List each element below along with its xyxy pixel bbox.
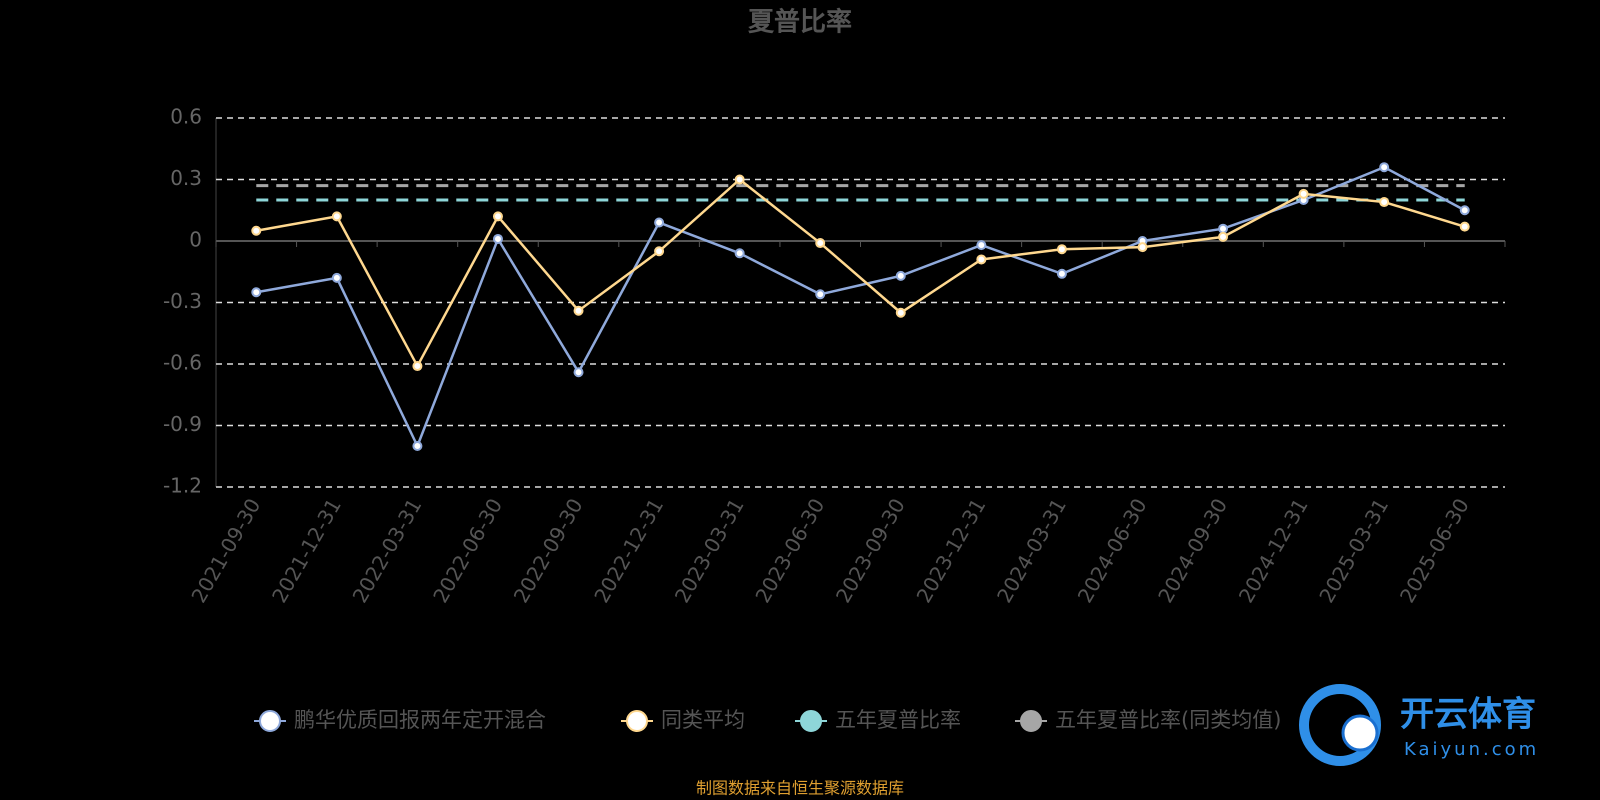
data-point bbox=[573, 367, 584, 378]
data-point bbox=[251, 225, 262, 236]
y-tick-label: 0.3 bbox=[170, 166, 202, 190]
data-point bbox=[734, 174, 745, 185]
data-point bbox=[1137, 242, 1148, 253]
data-point bbox=[492, 211, 503, 222]
watermark-text: 开云体育 bbox=[1400, 695, 1536, 735]
y-tick-label: 0.6 bbox=[170, 105, 202, 129]
data-point bbox=[1056, 268, 1067, 279]
watermark-ball bbox=[1341, 714, 1379, 752]
data-point bbox=[895, 307, 906, 318]
data-point bbox=[1379, 162, 1390, 173]
y-tick-label: -0.9 bbox=[163, 412, 202, 436]
legend-label: 同类平均 bbox=[661, 708, 745, 732]
legend-label: 五年夏普比率(同类均值) bbox=[1055, 708, 1281, 732]
watermark-url: Kaiyun.com bbox=[1404, 739, 1539, 760]
y-tick-label: 0 bbox=[189, 228, 202, 252]
chart-title: 夏普比率 bbox=[748, 7, 852, 38]
source-note: 制图数据来自恒生聚源数据库 bbox=[696, 779, 904, 798]
data-point bbox=[976, 240, 987, 251]
data-point bbox=[251, 287, 262, 298]
data-point bbox=[331, 211, 342, 222]
data-point bbox=[976, 254, 987, 265]
data-point bbox=[1459, 221, 1470, 232]
data-point bbox=[815, 289, 826, 300]
y-tick-label: -0.6 bbox=[163, 351, 202, 375]
data-point bbox=[1379, 197, 1390, 208]
legend-marker bbox=[1020, 710, 1042, 732]
y-tick-label: -1.2 bbox=[163, 474, 202, 498]
data-point bbox=[331, 272, 342, 283]
data-point bbox=[412, 441, 423, 451]
data-point bbox=[412, 361, 423, 372]
data-point bbox=[654, 217, 665, 228]
data-point bbox=[734, 248, 745, 259]
legend-label: 鹏华优质回报两年定开混合 bbox=[294, 708, 546, 732]
data-point bbox=[815, 238, 826, 249]
data-point bbox=[1298, 188, 1309, 199]
data-point bbox=[895, 270, 906, 281]
data-point bbox=[654, 246, 665, 257]
data-point bbox=[1218, 223, 1229, 234]
data-point bbox=[492, 233, 503, 244]
series-line bbox=[256, 177, 1466, 369]
legend-marker bbox=[800, 710, 822, 732]
y-tick-label: -0.3 bbox=[163, 289, 202, 313]
legend-marker bbox=[626, 710, 648, 732]
data-point bbox=[573, 305, 584, 316]
legend-label: 五年夏普比率 bbox=[835, 708, 961, 732]
data-point bbox=[1218, 231, 1229, 242]
data-point bbox=[1459, 205, 1470, 216]
legend-marker bbox=[259, 710, 281, 732]
data-point bbox=[1056, 244, 1067, 255]
